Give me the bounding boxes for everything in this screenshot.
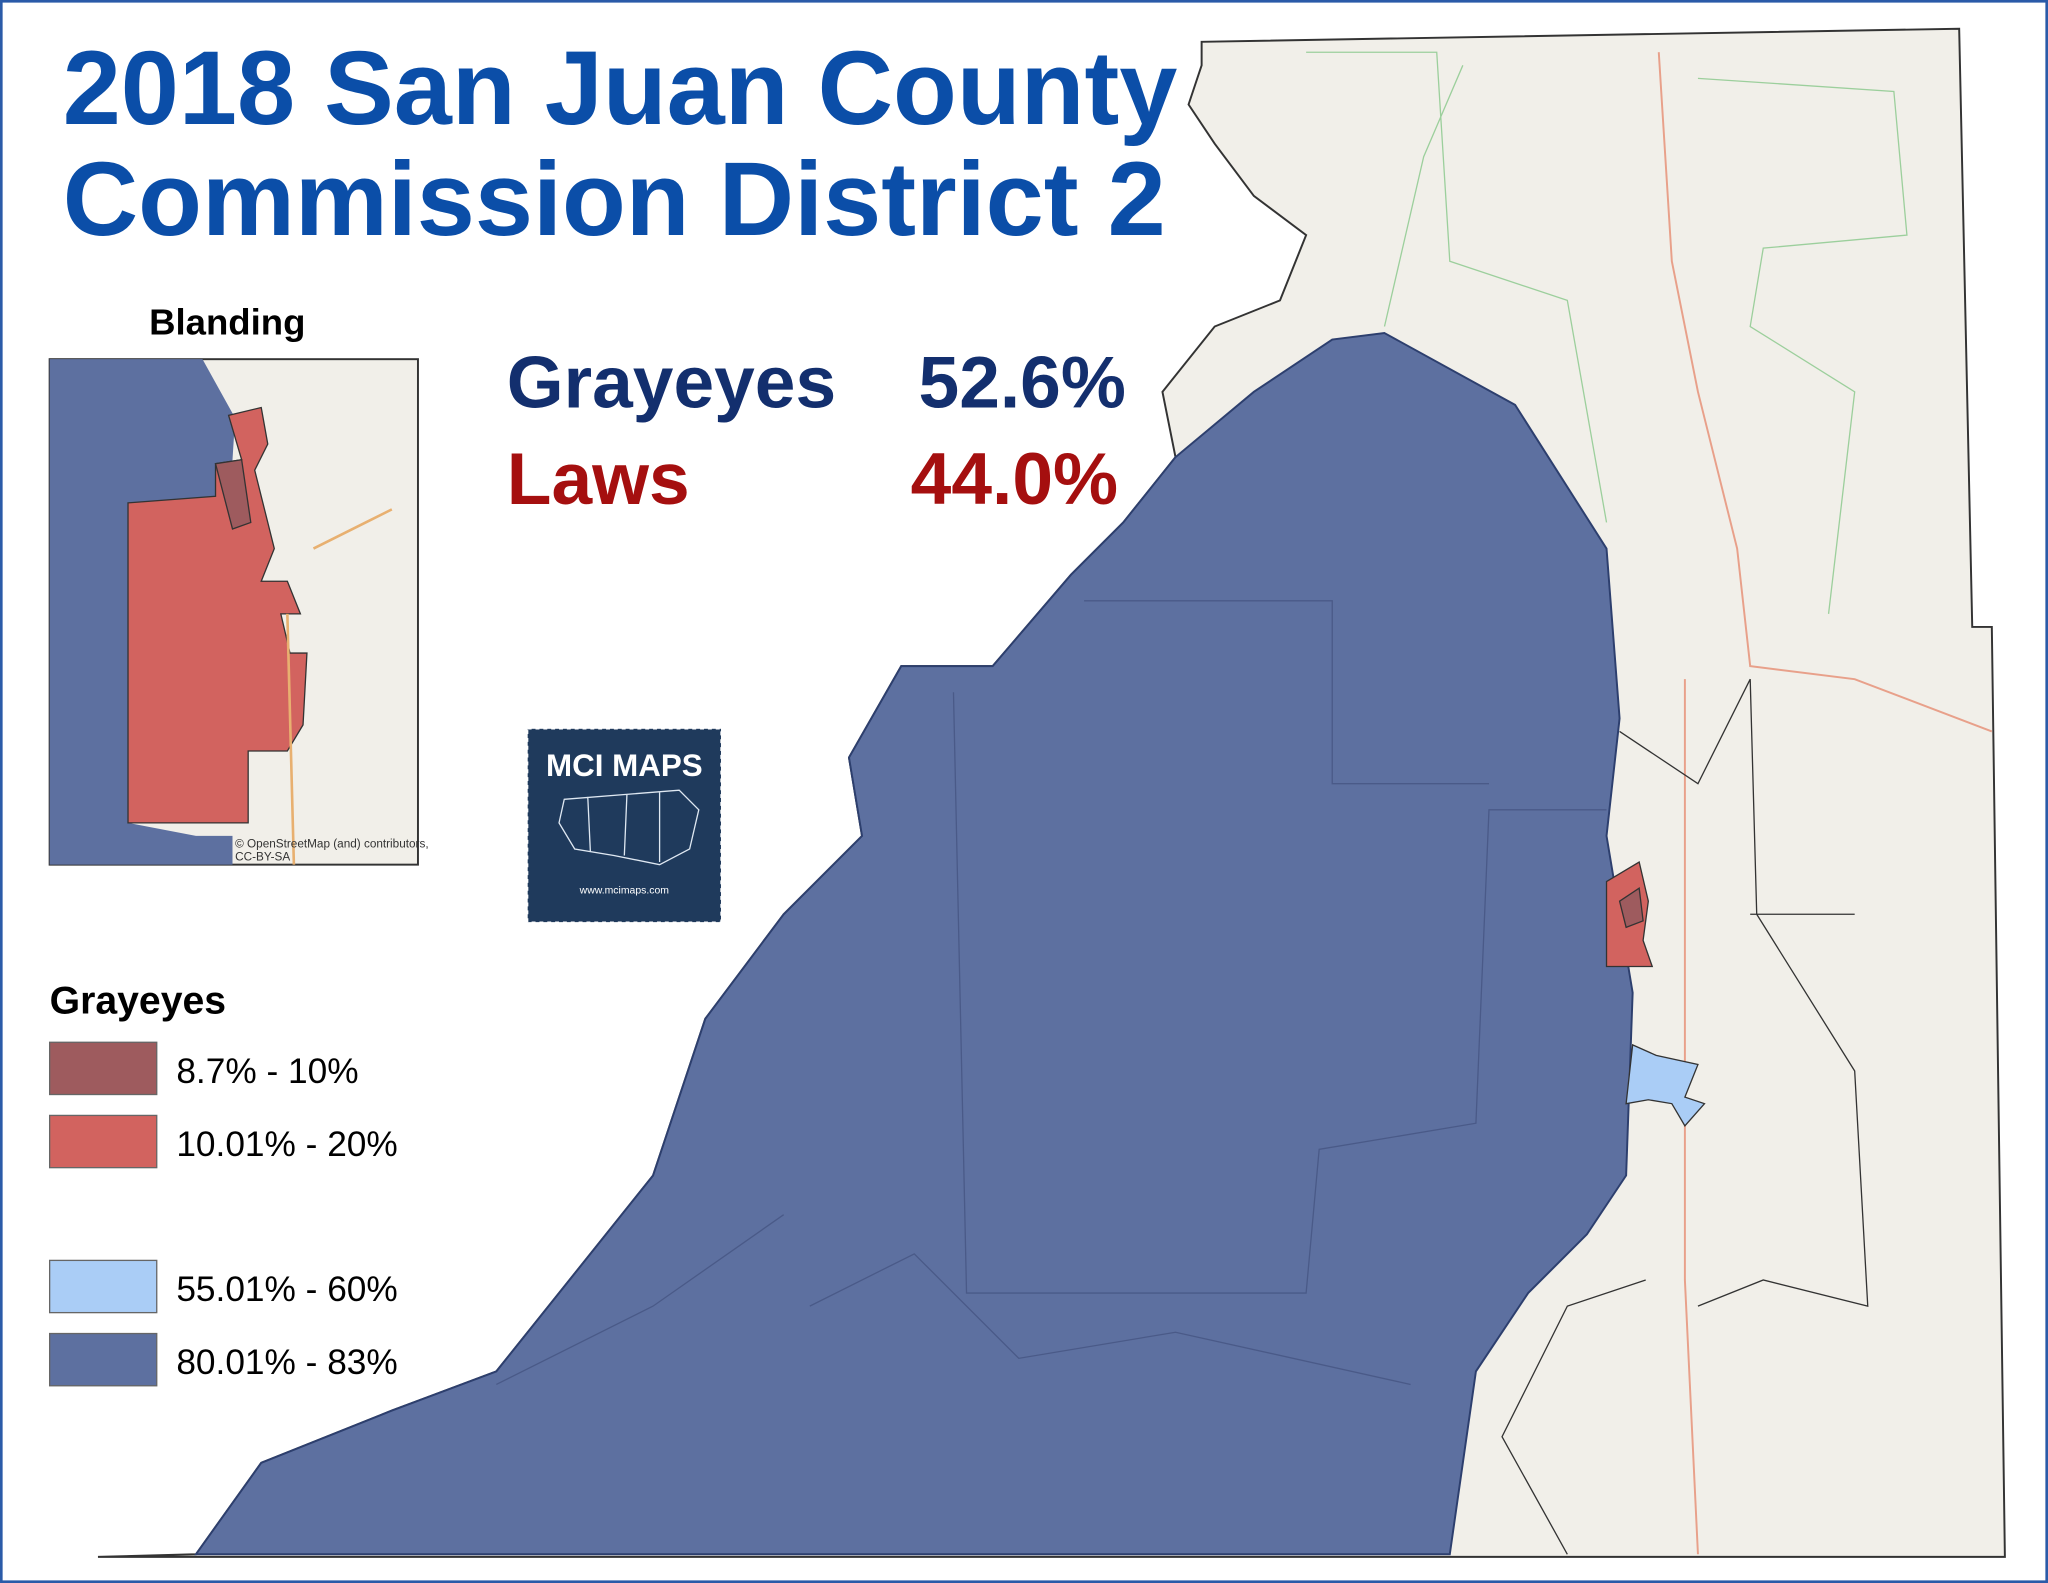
inset-title: Blanding (149, 301, 305, 342)
candidate-share: 44.0% (911, 439, 1118, 520)
precinct-light-blue (1625, 1043, 1706, 1127)
inset-precinct-dark (214, 459, 252, 530)
inset-district (49, 359, 236, 865)
attribution: © OpenStreetMap (and) contributors, (235, 838, 428, 851)
candidate-name: Laws (507, 439, 690, 520)
legend-label: 80.01% - 83% (176, 1343, 397, 1382)
logo-name: MCI MAPS (546, 748, 703, 783)
candidate-name: Grayeyes (507, 343, 836, 424)
legend-label: 8.7% - 10% (176, 1052, 358, 1091)
precinct-lines (1501, 678, 1869, 1555)
legend-label: 10.01% - 20% (176, 1125, 397, 1164)
district-inner-lines (496, 600, 1607, 1386)
roads (1657, 52, 1993, 1555)
logo-url: www.mcimaps.com (579, 885, 669, 896)
legend-swatch (48, 1041, 158, 1096)
inset-precinct-red (127, 406, 308, 824)
title-line-1: 2018 San Juan County (63, 30, 1178, 147)
candidate-share: 52.6% (919, 343, 1126, 424)
legend: 8.7% - 10% 10.01% - 20% 55.01% - 60% 80.01%… (48, 1041, 398, 1387)
title-line-2: Commission District 2 (63, 141, 1166, 258)
legend-swatch (48, 1332, 158, 1387)
legend-label: 55.01% - 60% (176, 1270, 397, 1309)
attribution: CC-BY-SA (235, 851, 290, 864)
legend-swatch (48, 1259, 158, 1314)
legend-title: Grayeyes (50, 980, 226, 1023)
inset-roads (286, 508, 393, 865)
precinct-dark-red (1618, 887, 1644, 929)
logo-us-map (558, 789, 700, 866)
legend-swatch (48, 1114, 158, 1169)
green-boundaries (1306, 51, 1908, 614)
